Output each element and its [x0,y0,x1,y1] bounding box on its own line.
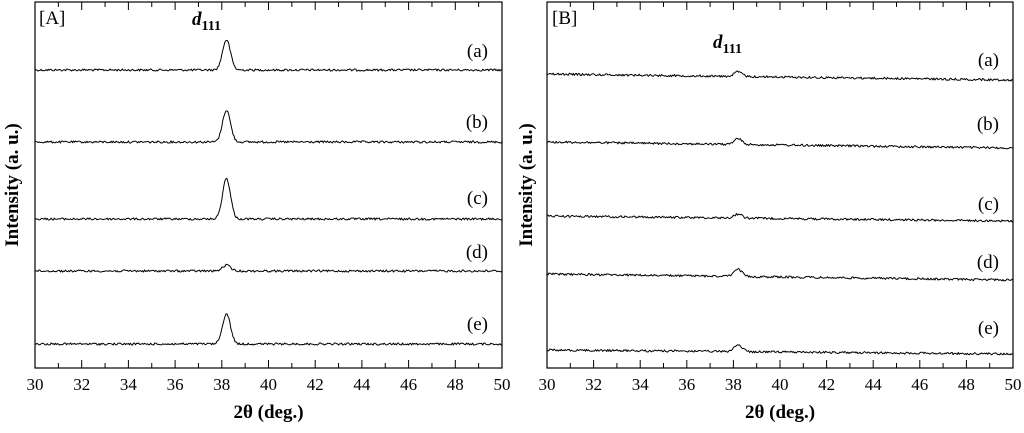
series-label-a: (a) [467,41,488,62]
x-axis-label: 2θ (deg.) [745,402,815,423]
series-label-b: (b) [977,114,999,135]
series-trace-c [546,212,1014,223]
panel-tag: [B] [552,8,577,29]
series-label-c: (c) [467,188,488,209]
series-label-d: (d) [466,242,488,263]
series-label-b: (b) [466,112,488,133]
series-label-e: (e) [978,318,999,339]
x-tick-label: 36 [167,375,184,394]
x-tick-label: 34 [632,375,650,394]
peak-annotation: d111 [713,32,742,57]
peak-annotation-subscript: 111 [202,19,221,34]
plot-frame [34,1,503,369]
x-tick-label: 46 [911,375,928,394]
series-trace-c [34,177,503,221]
x-axis-label: 2θ (deg.) [233,402,303,423]
x-tick-label: 36 [678,375,695,394]
panel-b: 30 32 34 36 38 40 42 44 46 48 50 2θ (deg.) Intensity… [516,1,1022,423]
x-tick-label: 50 [494,375,511,394]
x-tick-label: 30 [539,375,556,394]
x-tick-label: 44 [865,375,883,394]
series-trace-b [34,110,503,144]
x-tick-label: 50 [1005,375,1022,394]
series-label-c: (c) [978,194,999,215]
x-tick-label: 40 [260,375,277,394]
x-tick-label: 30 [27,375,44,394]
series-label-d: (d) [977,252,999,273]
plot-frame [546,1,1014,369]
y-axis-label: Intensity (a. u.) [516,123,537,247]
y-axis-label: Intensity (a. u.) [2,123,23,247]
x-tick-label: 42 [818,375,835,394]
peak-annotation-subscript: 111 [723,42,742,57]
x-tick-label: 46 [400,375,417,394]
peak-annotation: d111 [192,9,221,34]
x-tick-label: 42 [307,375,324,394]
series-trace-d [34,263,503,273]
x-tick-label: 34 [120,375,138,394]
series-trace-b [546,137,1013,150]
panel-a: 30 32 34 36 38 40 42 44 46 48 50 2θ (deg.) Intensity… [2,1,511,423]
series-trace-a [34,39,503,72]
series-label-e: (e) [467,314,488,335]
panel-tag: [A] [39,8,65,29]
series-label-a: (a) [978,50,999,71]
x-tick-label: 40 [772,375,789,394]
x-tick-label: 32 [585,375,602,394]
x-tick-label: 38 [725,375,742,394]
x-tick-label: 48 [447,375,464,394]
x-tick-label: 48 [958,375,975,394]
x-tick-label: 38 [213,375,230,394]
series-trace-e [34,313,503,346]
series-trace-d [546,268,1014,282]
series-trace-a [546,70,1014,82]
series-trace-e [546,344,1014,356]
x-tick-label: 44 [353,375,371,394]
x-tick-label: 32 [73,375,90,394]
